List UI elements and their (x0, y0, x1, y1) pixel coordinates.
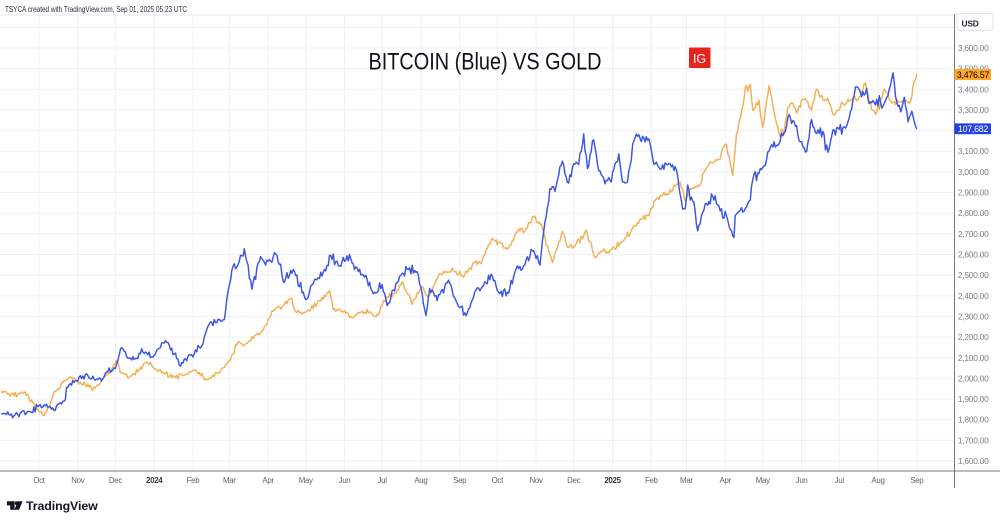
svg-text:Aug: Aug (414, 476, 427, 485)
svg-text:Feb: Feb (187, 476, 201, 485)
svg-text:Jul: Jul (378, 476, 388, 485)
svg-text:Jul: Jul (835, 476, 845, 485)
svg-text:3,000.00: 3,000.00 (958, 167, 989, 177)
svg-text:3,100.00: 3,100.00 (958, 146, 989, 156)
svg-text:2,400.00: 2,400.00 (958, 291, 989, 301)
svg-text:2,600.00: 2,600.00 (958, 250, 989, 260)
svg-text:Dec: Dec (109, 476, 122, 485)
svg-text:USD: USD (962, 19, 979, 29)
svg-text:Feb: Feb (645, 476, 659, 485)
svg-text:Apr: Apr (262, 476, 274, 485)
svg-text:Oct: Oct (492, 476, 504, 485)
svg-text:May: May (756, 476, 770, 485)
svg-text:3,600.00: 3,600.00 (958, 43, 989, 53)
svg-text:May: May (299, 476, 313, 485)
svg-text:1,700.00: 1,700.00 (958, 435, 989, 445)
svg-text:Mar: Mar (223, 476, 236, 485)
svg-text:Aug: Aug (871, 476, 884, 485)
svg-text:2,200.00: 2,200.00 (958, 332, 989, 342)
svg-text:BITCOIN (Blue) VS GOLD: BITCOIN (Blue) VS GOLD (369, 49, 602, 76)
svg-text:3,476.57: 3,476.57 (957, 70, 990, 80)
svg-text:Mar: Mar (680, 476, 693, 485)
svg-text:TradingView: TradingView (26, 499, 98, 513)
svg-text:Sep: Sep (453, 476, 467, 485)
svg-text:Oct: Oct (33, 476, 45, 485)
svg-text:3,300.00: 3,300.00 (958, 105, 989, 115)
svg-text:Jun: Jun (796, 476, 808, 485)
svg-text:2,500.00: 2,500.00 (958, 270, 989, 280)
svg-text:3,400.00: 3,400.00 (958, 84, 989, 94)
svg-text:2024: 2024 (146, 476, 163, 485)
svg-text:2,300.00: 2,300.00 (958, 312, 989, 322)
svg-text:Nov: Nov (530, 476, 543, 485)
svg-text:1,900.00: 1,900.00 (958, 394, 989, 404)
svg-text:Sep: Sep (910, 476, 924, 485)
svg-text:107,682: 107,682 (958, 124, 988, 134)
svg-text:Jun: Jun (339, 476, 351, 485)
svg-text:2,900.00: 2,900.00 (958, 188, 989, 198)
svg-text:Nov: Nov (71, 476, 84, 485)
svg-text:TSYCA created with TradingView: TSYCA created with TradingView.com, Sep … (5, 4, 187, 14)
svg-text:3,500.00: 3,500.00 (958, 64, 989, 74)
svg-text:2,000.00: 2,000.00 (958, 373, 989, 383)
svg-text:Apr: Apr (720, 476, 732, 485)
svg-text:IG: IG (693, 52, 706, 66)
svg-text:2,100.00: 2,100.00 (958, 353, 989, 363)
svg-text:1,600.00: 1,600.00 (958, 456, 989, 466)
svg-text:1,800.00: 1,800.00 (958, 415, 989, 425)
svg-text:2,700.00: 2,700.00 (958, 229, 989, 239)
svg-text:2025: 2025 (604, 476, 621, 485)
svg-text:2,800.00: 2,800.00 (958, 208, 989, 218)
svg-text:Dec: Dec (567, 476, 580, 485)
